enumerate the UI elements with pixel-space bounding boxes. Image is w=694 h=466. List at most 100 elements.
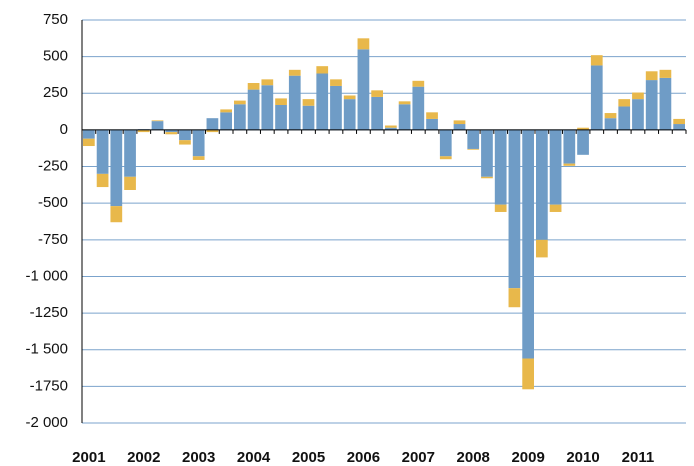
bar	[192, 156, 205, 160]
bar	[179, 140, 191, 145]
bar	[508, 129, 521, 289]
x-tick-label: 2004	[237, 449, 271, 466]
bar	[439, 129, 452, 157]
bar	[481, 176, 493, 179]
bar	[165, 132, 178, 135]
bar	[659, 69, 672, 78]
bar	[577, 127, 589, 130]
bar	[522, 129, 534, 359]
bar	[261, 79, 274, 86]
bar	[137, 129, 150, 133]
bar	[536, 129, 548, 240]
bar	[426, 112, 438, 119]
bar	[288, 75, 301, 130]
bar	[398, 101, 411, 105]
bar	[302, 99, 315, 106]
bar	[151, 121, 164, 130]
bar	[508, 288, 521, 308]
bar	[604, 118, 617, 130]
bar	[343, 99, 356, 130]
bar	[316, 66, 329, 74]
x-tick-label: 2005	[292, 449, 325, 466]
y-tick-label: -2 000	[25, 414, 68, 431]
bar	[453, 124, 466, 130]
bar	[357, 38, 370, 50]
bar	[494, 129, 507, 205]
bar	[536, 239, 548, 258]
bar	[673, 118, 685, 125]
bar	[220, 112, 232, 130]
bar	[192, 129, 205, 157]
bar	[83, 138, 95, 147]
bar	[604, 113, 617, 119]
bar	[385, 125, 397, 128]
y-tick-label: 250	[43, 84, 68, 101]
bar	[96, 173, 109, 188]
y-tick-label: 750	[43, 11, 68, 28]
bar	[398, 104, 411, 130]
bar	[453, 120, 466, 125]
bar	[645, 80, 658, 130]
bar	[618, 106, 631, 130]
bar	[124, 129, 136, 177]
bar	[302, 105, 315, 130]
bar	[343, 95, 356, 100]
x-tick-label: 2008	[457, 449, 490, 466]
bar	[481, 129, 493, 177]
bar	[385, 127, 397, 130]
bar	[549, 204, 562, 212]
bar	[645, 71, 658, 81]
x-tick-label: 2006	[347, 449, 380, 466]
bar	[234, 104, 246, 130]
bar	[467, 129, 480, 149]
y-tick-label: -1 500	[25, 341, 68, 358]
bar	[151, 120, 164, 122]
bar	[412, 86, 425, 130]
bar	[247, 83, 260, 90]
y-tick-label: -1250	[30, 304, 68, 321]
bar	[439, 156, 452, 160]
bar	[275, 104, 287, 130]
x-tick-label: 2010	[566, 449, 599, 466]
bar	[590, 65, 603, 130]
bar	[206, 129, 219, 133]
bar	[110, 206, 123, 223]
bar	[563, 163, 576, 166]
x-tick-label: 2003	[182, 449, 215, 466]
bar	[330, 85, 342, 130]
bar	[590, 55, 603, 66]
bar	[124, 176, 136, 190]
bar	[467, 148, 480, 150]
bar	[234, 100, 246, 105]
bar	[577, 129, 589, 155]
x-tick-label: 2001	[72, 449, 105, 466]
bar	[206, 118, 219, 130]
bar	[110, 129, 123, 207]
y-tick-label: 0	[60, 121, 68, 138]
y-tick-label: -1750	[30, 377, 68, 394]
bar	[316, 73, 329, 130]
bar	[83, 129, 95, 139]
x-tick-label: 2009	[511, 449, 544, 466]
x-tick-label: 2007	[402, 449, 435, 466]
bar	[563, 129, 576, 164]
bar	[165, 129, 178, 133]
x-tick-label: 2011	[622, 449, 655, 466]
bar	[494, 204, 507, 212]
bar	[261, 85, 274, 130]
y-tick-label: -750	[38, 231, 68, 248]
bar	[179, 129, 191, 141]
bar	[618, 99, 631, 107]
y-tick-label: -250	[38, 158, 68, 175]
bar	[220, 109, 232, 113]
bar	[426, 118, 438, 130]
bar	[659, 77, 672, 130]
x-tick-label: 2002	[127, 449, 160, 466]
bar	[412, 80, 425, 87]
bar	[288, 69, 301, 76]
bar	[522, 358, 534, 390]
y-tick-label: 500	[43, 48, 68, 65]
bar	[330, 79, 342, 86]
bar	[632, 92, 644, 100]
